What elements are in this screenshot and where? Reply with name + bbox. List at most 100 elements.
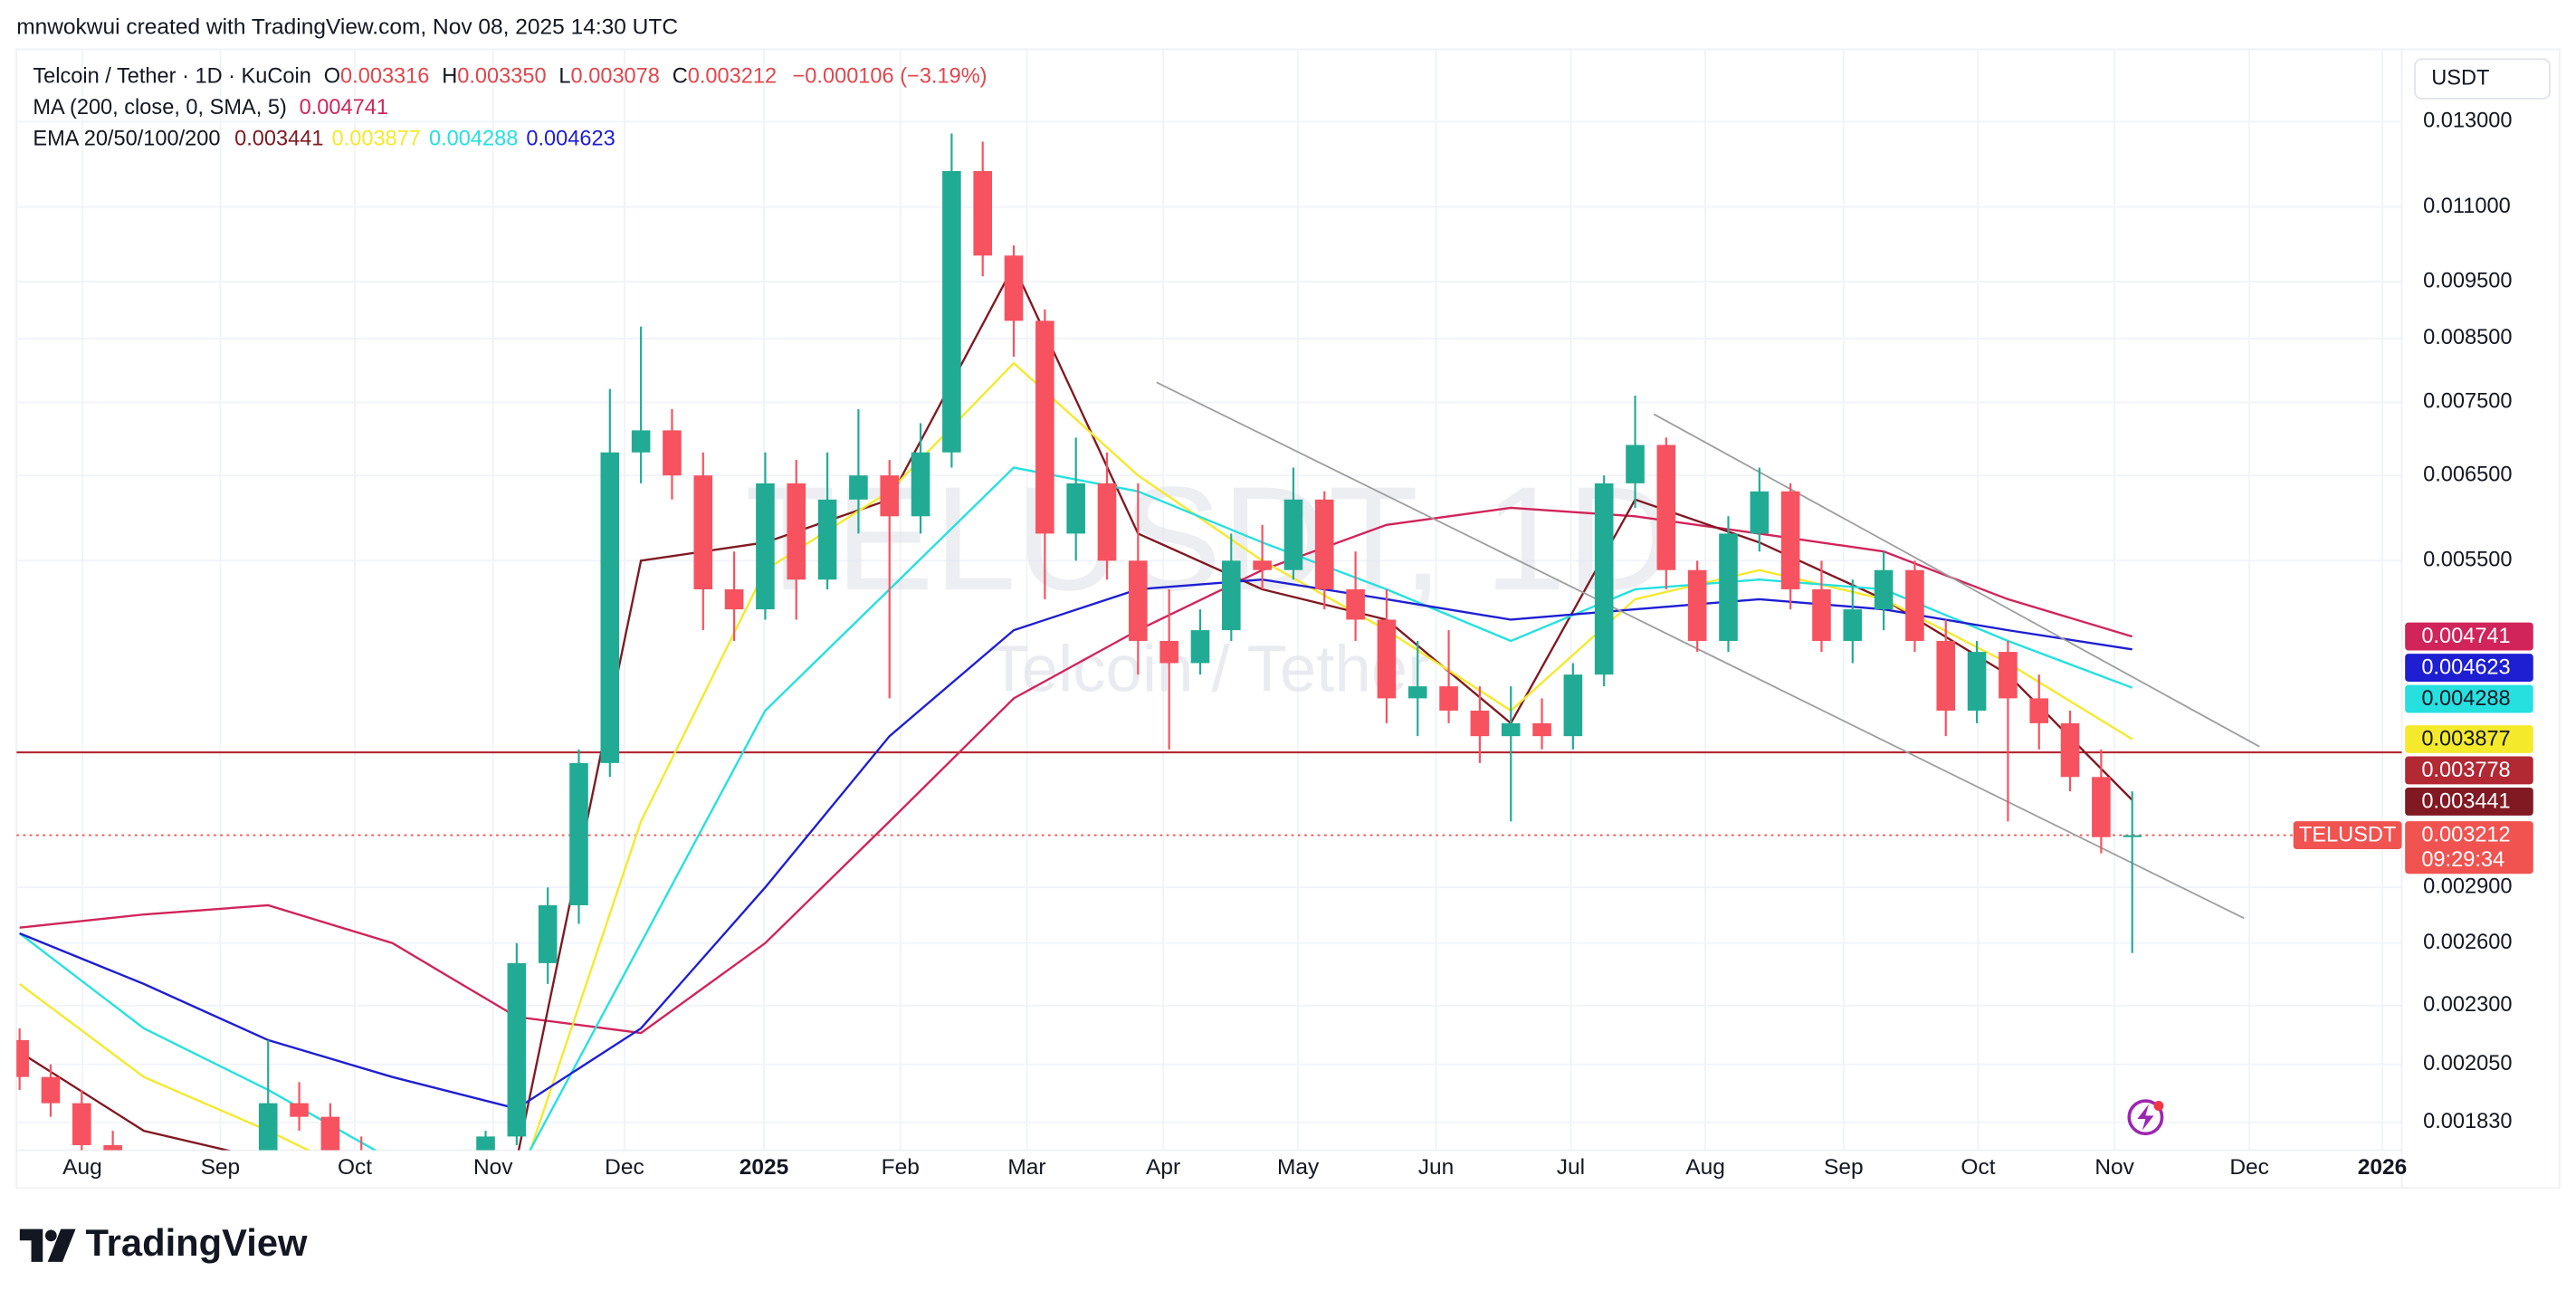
candle-body [1626, 444, 1645, 483]
candle-body [1066, 483, 1085, 534]
legend-symbol: Telcoin / Tether · 1D · KuCoin O0.003316… [33, 64, 987, 88]
brand: TradingView [85, 1221, 308, 1264]
candle-body [693, 475, 713, 589]
price-tags: 0.004741 0.003441 0.003877 0.004288 0.004623… [2293, 622, 2533, 875]
candle-body [1190, 630, 1210, 664]
x-tick-label: Sep [1824, 1155, 1864, 1180]
candle-body [1874, 569, 1894, 610]
candle-body [290, 1103, 309, 1117]
candle-body [2060, 722, 2080, 778]
candle-body [1687, 569, 1707, 641]
candle-body [538, 904, 558, 963]
y-tick-label: 0.013000 [2423, 109, 2512, 132]
alert-icon[interactable] [2127, 1099, 2164, 1136]
candle-body [817, 499, 837, 580]
candle-body [1656, 444, 1676, 570]
currency[interactable]: USDT [2431, 65, 2489, 89]
candle-body [16, 1039, 29, 1077]
legend-close: 0.003212 [688, 64, 777, 88]
candle-body [1407, 686, 1427, 699]
brand-logo: TradingView [19, 1221, 308, 1264]
legend-high-label: H [442, 64, 457, 88]
legend-title: Telcoin / Tether · 1D · KuCoin [33, 64, 311, 88]
symbol-tag [2293, 821, 2402, 850]
candle-body [1346, 588, 1365, 620]
price-tag-label: 0.004288 [2421, 686, 2510, 710]
candle-body [1999, 652, 2018, 699]
candle-body [1501, 722, 1521, 737]
price-tag-label: 0.003212 [2421, 822, 2510, 846]
legend-high: 0.003350 [457, 64, 546, 88]
candle-body [600, 452, 620, 763]
x-tick-label: Apr [1146, 1155, 1180, 1180]
indicator-line [19, 506, 2133, 1035]
x-tick-label: Jul [1557, 1155, 1585, 1180]
y-tick-label: 0.002600 [2423, 930, 2512, 953]
legend-ma: MA (200, close, 0, SMA, 5) 0.004741 [33, 95, 388, 119]
price-tag-label: 0.003441 [2421, 789, 2510, 812]
y-tick-label: 0.007500 [2423, 389, 2512, 413]
legend-change: −0.000106 (−3.19%) [793, 64, 987, 88]
x-tick-label: 2025 [739, 1155, 789, 1180]
candle-body [1470, 710, 1490, 737]
y-tick-label: 0.002300 [2423, 992, 2512, 1016]
y-tick-label: 0.006500 [2423, 462, 2512, 485]
price-tag [2405, 821, 2533, 875]
x-tick-label: Oct [1961, 1155, 1995, 1180]
y-tick-label: 0.009500 [2423, 268, 2512, 292]
candle-body [507, 962, 527, 1137]
symbol-tag-label: TELUSDT [2299, 822, 2396, 846]
currency-button[interactable] [2414, 58, 2551, 100]
candle-body [942, 170, 961, 453]
x-tick-label: May [1277, 1155, 1320, 1180]
legend-ma-label: MA (200, close, 0, SMA, 5) [33, 95, 286, 119]
candle-body [1532, 722, 1551, 737]
candle-body [1719, 533, 1738, 641]
legend-low: 0.003078 [571, 64, 660, 88]
price-tag [2405, 756, 2533, 785]
legend-ema: EMA 20/50/100/200 0.003441 0.003877 0.0042… [33, 127, 615, 150]
candle-body [320, 1116, 340, 1151]
y-tick-label: 0.002900 [2423, 874, 2512, 897]
price-tag-label: 0.004623 [2421, 655, 2510, 678]
x-tick-label: Dec [2229, 1155, 2269, 1180]
candle-body [1936, 640, 1956, 711]
candle-body [2029, 698, 2049, 723]
candle-body [1594, 483, 1614, 675]
plot-area [16, 133, 2402, 1151]
x-tick-label: 2026 [2358, 1155, 2408, 1180]
attribution: mnwokwui created with TradingView.com, N… [16, 14, 678, 39]
x-tick-label: Mar [1007, 1155, 1045, 1180]
price-tag [2405, 788, 2533, 816]
candle-body [1780, 491, 1800, 589]
price-tag [2405, 725, 2533, 753]
legend-open-label: O [324, 64, 340, 88]
candle-body [1159, 640, 1178, 664]
candle-body [1812, 588, 1831, 641]
candle-body [880, 475, 900, 517]
candle-body [1750, 491, 1770, 534]
candle-body [1097, 483, 1117, 561]
candle-body [1377, 619, 1397, 699]
trend-line [1156, 381, 2245, 920]
candle-body [631, 430, 651, 453]
legend-ma-value: 0.004741 [300, 95, 388, 119]
y-tick-label: 0.005500 [2423, 548, 2512, 571]
candle-body [476, 1136, 495, 1151]
candle-body [1035, 320, 1054, 534]
x-tick-label: Aug [1685, 1155, 1725, 1180]
countdown: 09:29:34 [2421, 847, 2504, 871]
x-tick-label: Sep [201, 1155, 241, 1180]
candle-body [1967, 652, 1987, 711]
legend-ema-value: 0.004623 [526, 127, 615, 150]
candle-body [1283, 499, 1303, 570]
y-tick-label: 0.001830 [2423, 1109, 2512, 1133]
candle-body [1843, 609, 1863, 641]
axes: 0.013000 0.011000 0.009500 0.008500 0.007500… [62, 109, 2512, 1180]
x-tick-label: Oct [338, 1155, 372, 1180]
candle-body [1563, 674, 1583, 737]
price-tag [2405, 654, 2533, 682]
